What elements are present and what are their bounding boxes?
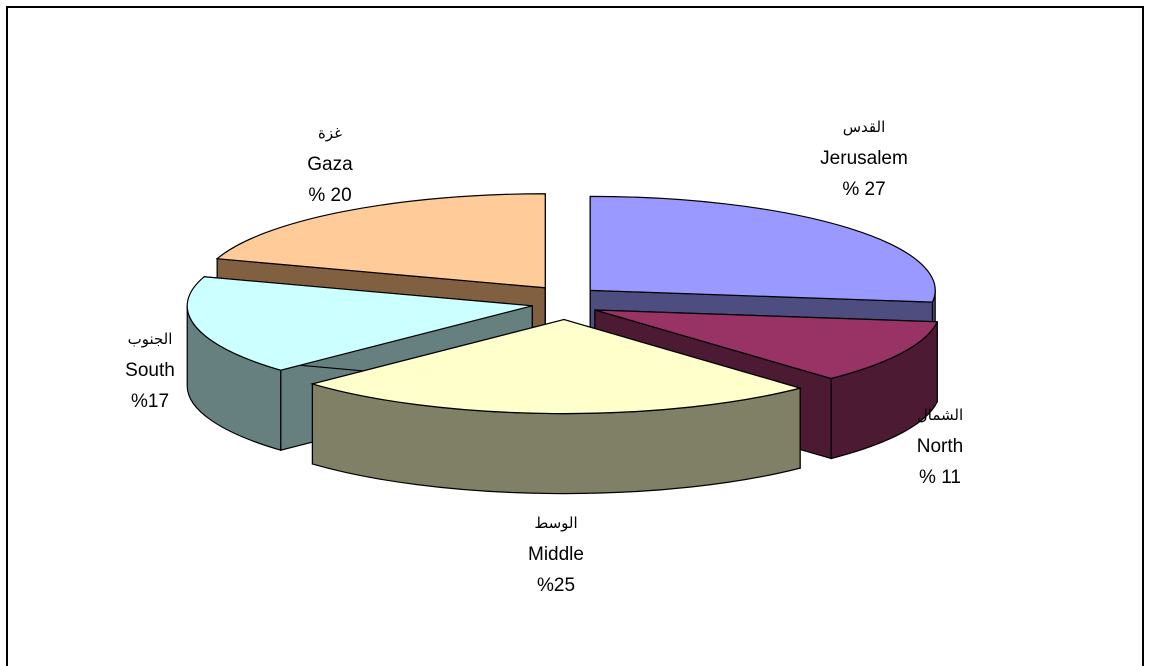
slice-label-en: Middle [528,544,584,565]
slice-label-ar: غزة [318,124,342,142]
slice-label-percent: %17 [130,391,170,412]
slice-label-north: الشمال North % 11 [880,400,1000,493]
slice-label-middle: الوسط Middle %25 [496,508,616,601]
slice-label-percent: %25 [536,575,576,596]
slice-label-percent: % 20 [308,185,352,206]
slice-label-jerusalem: القدس Jerusalem % 27 [784,112,944,205]
slice-label-en: Gaza [307,154,353,175]
pie-slice-top-south [186,276,533,371]
slice-label-en: Jerusalem [820,148,908,169]
pie-slice-top-gaza [215,193,546,289]
slice-label-en: South [125,360,175,381]
slice-label-gaza: غزة Gaza % 20 [270,118,390,211]
slice-label-ar: الوسط [534,514,578,532]
pie-slice-top-middle [310,318,803,415]
pie-slice-top-jerusalem [589,195,936,303]
slice-label-ar: الشمال [916,406,964,424]
pie-slice-top-north [594,309,939,380]
slice-label-south: الجنوب South %17 [90,324,210,417]
slice-label-percent: % 11 [919,467,961,488]
slice-label-ar: الجنوب [127,330,173,348]
slice-label-ar: القدس [842,118,886,136]
slice-label-en: North [916,436,964,457]
slice-label-percent: % 27 [842,179,886,200]
pie-slice-middle [310,318,803,495]
